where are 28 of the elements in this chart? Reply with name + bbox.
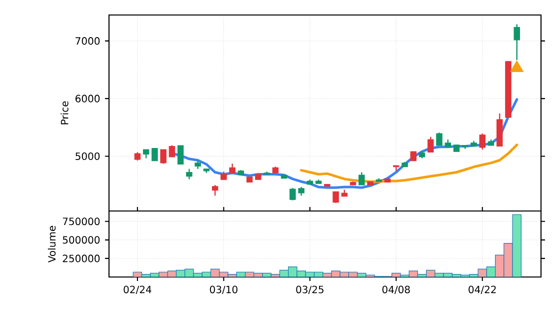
x-tick-label: 03/10 (210, 286, 238, 294)
candlestick (160, 148, 166, 164)
candlestick (177, 145, 184, 165)
candlestick (358, 172, 365, 186)
x-tick-label: 03/25 (296, 286, 324, 294)
y-tick-label: 5000 (76, 152, 100, 160)
candlestick (290, 187, 296, 201)
candlestick (186, 168, 192, 180)
x-tick-label: 04/08 (382, 286, 410, 294)
candlestick (428, 136, 434, 153)
candlestick (168, 144, 176, 158)
y-tick-label: 250000 (62, 254, 100, 262)
y-axis-title: Price (60, 101, 68, 124)
candlestick (212, 184, 218, 196)
x-tick-label: 04/22 (468, 286, 496, 294)
y-tick-label: 6000 (76, 94, 100, 102)
y-tick-label: 500000 (62, 236, 100, 244)
candlestick (332, 191, 339, 204)
candlestick (436, 132, 442, 146)
candlestick (152, 148, 158, 162)
y-tick-label: 750000 (62, 218, 100, 226)
candlestick (410, 150, 417, 162)
x-tick-label: 02/24 (124, 286, 152, 294)
candlestick (479, 132, 486, 150)
candlestick (229, 163, 236, 174)
y-axis-title: Volume (48, 226, 56, 263)
y-tick-label: 7000 (76, 37, 100, 45)
candlestick (514, 24, 520, 61)
